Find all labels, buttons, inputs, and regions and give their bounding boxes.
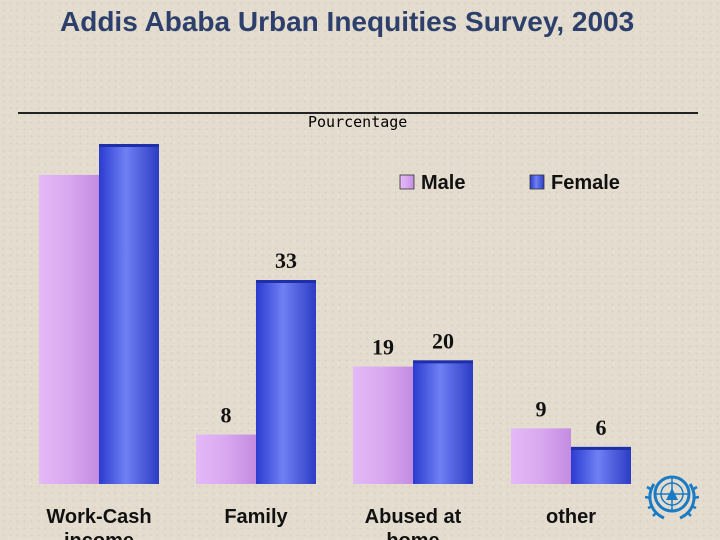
data-label-female-3: 6 [596,415,607,440]
data-label-male-2: 19 [372,335,394,360]
bar-male-1 [196,434,256,484]
un-emblem-icon [644,475,700,520]
bar-top-edge [99,144,159,147]
data-label-female-1: 33 [275,248,297,273]
category-label-2: Abused athome [365,506,462,540]
category-labels-group: Work-Cashincome Family Abused athome other [46,506,596,540]
bar-top-edge [256,280,316,283]
category-label-0: Work-Cashincome [46,506,151,540]
data-label-female-2: 20 [432,328,454,353]
bar-male-0 [39,174,99,484]
bar-top-edge [571,446,631,450]
category-label-1: Family [224,506,288,528]
bar-male-3 [511,428,571,484]
legend-label-female: Female [551,172,620,194]
bar-female-2 [413,360,473,484]
legend-label-male: Male [421,172,465,194]
legend-swatch-female [529,174,545,190]
bar-top-edge [413,360,473,364]
title-divider [18,112,698,114]
data-label-male-3: 9 [536,396,547,421]
y-axis-label: Pourcentage [308,113,408,131]
data-label-male-1: 8 [221,403,232,428]
legend-swatch-male [399,174,415,190]
chart-title: Addis Ababa Urban Inequities Survey, 200… [60,6,635,37]
bar-labels-group: 8 33 19 20 9 6 [221,248,607,440]
bar-female-1 [256,280,316,484]
bar-female-3 [571,446,631,484]
bar-female-0 [99,144,159,484]
category-label-3: other [546,506,596,528]
bars-group [39,144,631,484]
bar-male-2 [353,366,413,484]
legend: Male Female [399,172,620,194]
